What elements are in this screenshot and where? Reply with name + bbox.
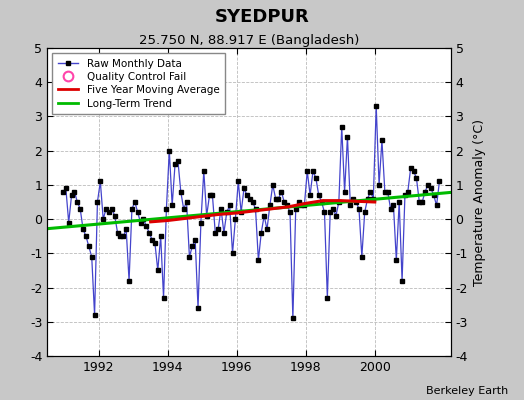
Text: Berkeley Earth: Berkeley Earth <box>426 386 508 396</box>
Title: 25.750 N, 88.917 E (Bangladesh): 25.750 N, 88.917 E (Bangladesh) <box>139 34 359 47</box>
Legend: Raw Monthly Data, Quality Control Fail, Five Year Moving Average, Long-Term Tren: Raw Monthly Data, Quality Control Fail, … <box>52 53 225 114</box>
Text: SYEDPUR: SYEDPUR <box>215 8 309 26</box>
Y-axis label: Temperature Anomaly (°C): Temperature Anomaly (°C) <box>473 118 486 286</box>
